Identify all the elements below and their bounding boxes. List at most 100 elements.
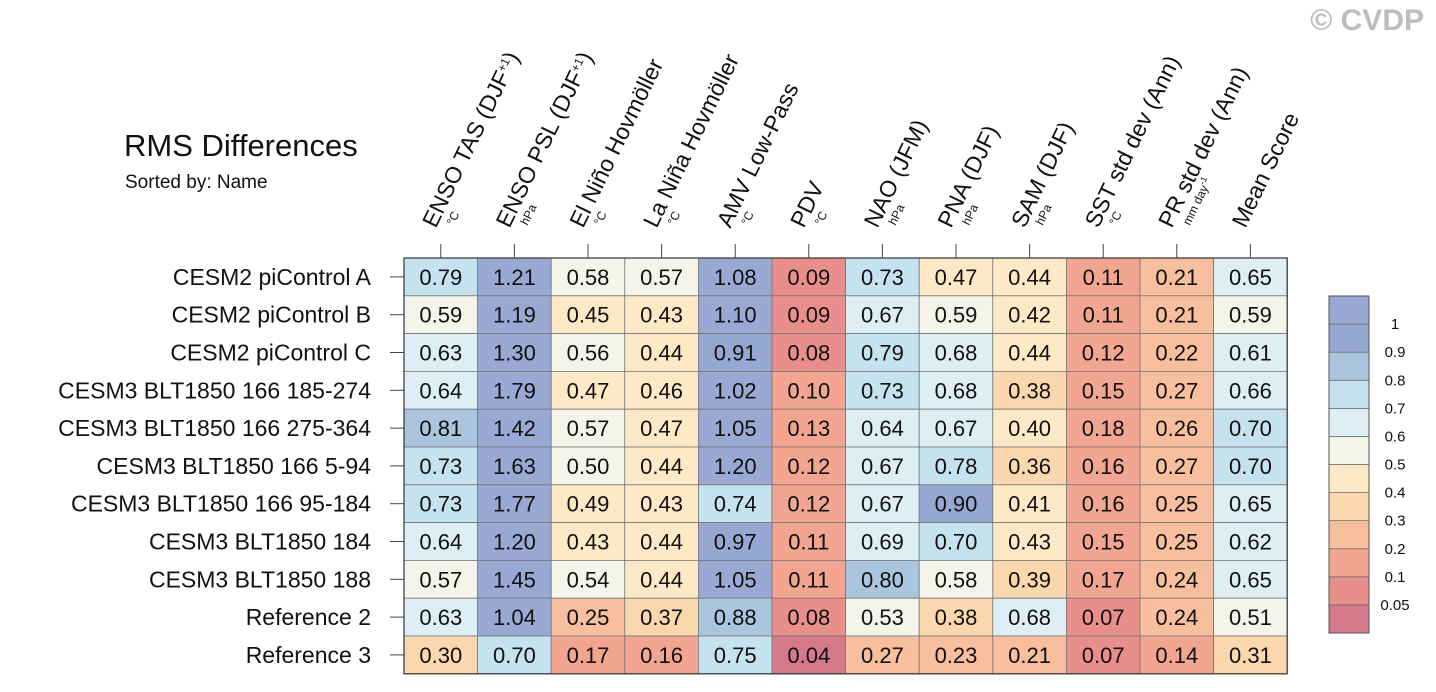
heatmap-cell <box>698 446 773 486</box>
cell-value: 0.70 <box>1229 416 1272 441</box>
heatmap-cell <box>698 370 773 410</box>
colorbar-label: 0.2 <box>1385 541 1406 558</box>
cell-value: 0.25 <box>1155 530 1198 555</box>
heatmap-cell <box>624 333 699 372</box>
colorbar-label: 0.8 <box>1385 372 1406 389</box>
cell-value: 0.47 <box>935 265 978 290</box>
heatmap-cell <box>1213 333 1288 372</box>
heatmap-cell <box>1139 560 1214 599</box>
cell-value: 0.43 <box>567 530 610 555</box>
cell-value: 0.70 <box>1229 454 1272 479</box>
cell-value: 0.31 <box>1229 643 1272 668</box>
column-unit: °C <box>591 209 610 228</box>
heatmap-cell <box>403 446 478 486</box>
cell-value: 0.04 <box>787 643 830 668</box>
heatmap-cell <box>698 597 773 637</box>
heatmap-cell <box>1139 446 1214 486</box>
cell-value: 0.44 <box>1008 341 1051 366</box>
cell-value: 0.59 <box>419 303 462 328</box>
heatmap-cell <box>1066 597 1141 637</box>
colorbar-label: 0.5 <box>1385 457 1406 474</box>
cell-value: 0.43 <box>640 303 683 328</box>
heatmap-cell <box>918 446 994 486</box>
heatmap-cell <box>992 333 1067 372</box>
colorbar-label: 0.3 <box>1385 513 1406 530</box>
cell-value: 0.65 <box>1229 567 1272 592</box>
cell-value: 0.15 <box>1082 530 1125 555</box>
heatmap-cell <box>698 484 773 523</box>
colorbar-swatch <box>1328 604 1370 634</box>
cell-value: 0.09 <box>787 265 830 290</box>
cell-value: 0.74 <box>714 492 757 517</box>
colorbar-swatch <box>1328 295 1370 325</box>
cell-value: 0.58 <box>935 567 978 592</box>
column-label: Mean Score <box>1227 108 1305 231</box>
cell-value: 0.65 <box>1229 265 1272 290</box>
heatmap-cell <box>1213 484 1288 523</box>
heatmap-cell <box>550 597 626 637</box>
heatmap-cell <box>1139 408 1214 448</box>
heatmap-cell <box>624 597 699 637</box>
cell-value: 0.27 <box>1155 454 1198 479</box>
heatmap-cell <box>550 635 626 675</box>
heatmap-cell <box>771 446 846 486</box>
cell-value: 0.80 <box>861 567 904 592</box>
heatmap-cell <box>477 370 552 410</box>
cell-value: 0.15 <box>1082 378 1125 403</box>
cell-value: 0.37 <box>640 605 683 630</box>
heatmap-cell <box>403 370 478 410</box>
heatmap-cell <box>771 597 846 637</box>
cell-value: 0.07 <box>1082 643 1125 668</box>
row-label: CESM3 BLT1850 184 <box>149 529 371 555</box>
cell-value: 0.12 <box>787 454 830 479</box>
row-label: CESM2 piControl B <box>172 302 371 328</box>
cell-value: 0.14 <box>1155 643 1198 668</box>
heatmap-cell <box>992 522 1067 561</box>
cell-value: 0.73 <box>861 378 904 403</box>
cell-value: 1.05 <box>714 416 757 441</box>
cell-value: 0.68 <box>935 341 978 366</box>
heatmap-cell <box>845 446 920 486</box>
cell-value: 0.10 <box>787 378 830 403</box>
heatmap-cell <box>1066 446 1141 486</box>
heatmap-cell <box>1139 295 1214 334</box>
heatmap-cell <box>1213 560 1288 599</box>
cell-value: 0.36 <box>1008 454 1051 479</box>
heatmap-cell <box>918 257 994 297</box>
cell-value: 0.39 <box>1008 567 1051 592</box>
heatmap-cell <box>477 635 552 675</box>
colorbar-swatch <box>1328 576 1370 606</box>
row-label: Reference 3 <box>246 642 371 668</box>
heatmap-cell <box>624 522 699 561</box>
heatmap-cell <box>845 295 920 334</box>
heatmap-cell <box>698 408 773 448</box>
colorbar-label: 0.7 <box>1385 400 1406 417</box>
heatmap-cell <box>918 597 994 637</box>
heatmap-cell <box>403 560 478 599</box>
cell-value: 0.79 <box>861 341 904 366</box>
heatmap-cell <box>1213 257 1288 297</box>
cell-value: 0.17 <box>567 643 610 668</box>
cell-value: 0.91 <box>714 341 757 366</box>
cell-value: 0.75 <box>714 643 757 668</box>
cell-value: 0.57 <box>567 416 610 441</box>
cell-value: 1.77 <box>493 492 536 517</box>
heatmap-cell <box>477 484 552 523</box>
colorbar-swatch <box>1328 323 1370 353</box>
column-unit: °C <box>738 209 757 228</box>
cell-value: 0.13 <box>787 416 830 441</box>
cell-value: 1.10 <box>714 303 757 328</box>
cell-value: 0.53 <box>861 605 904 630</box>
cell-value: 1.20 <box>714 454 757 479</box>
cell-value: 0.11 <box>1083 303 1124 328</box>
cell-value: 0.56 <box>567 341 610 366</box>
heatmap-cell <box>771 370 846 410</box>
cell-value: 0.44 <box>640 454 683 479</box>
cell-value: 0.38 <box>1008 378 1051 403</box>
cell-value: 0.43 <box>1008 530 1051 555</box>
cell-value: 1.20 <box>493 530 536 555</box>
cell-value: 1.30 <box>493 341 536 366</box>
column-unit: °C <box>444 209 463 228</box>
cell-value: 0.30 <box>419 643 462 668</box>
heatmap-cell <box>403 408 478 448</box>
